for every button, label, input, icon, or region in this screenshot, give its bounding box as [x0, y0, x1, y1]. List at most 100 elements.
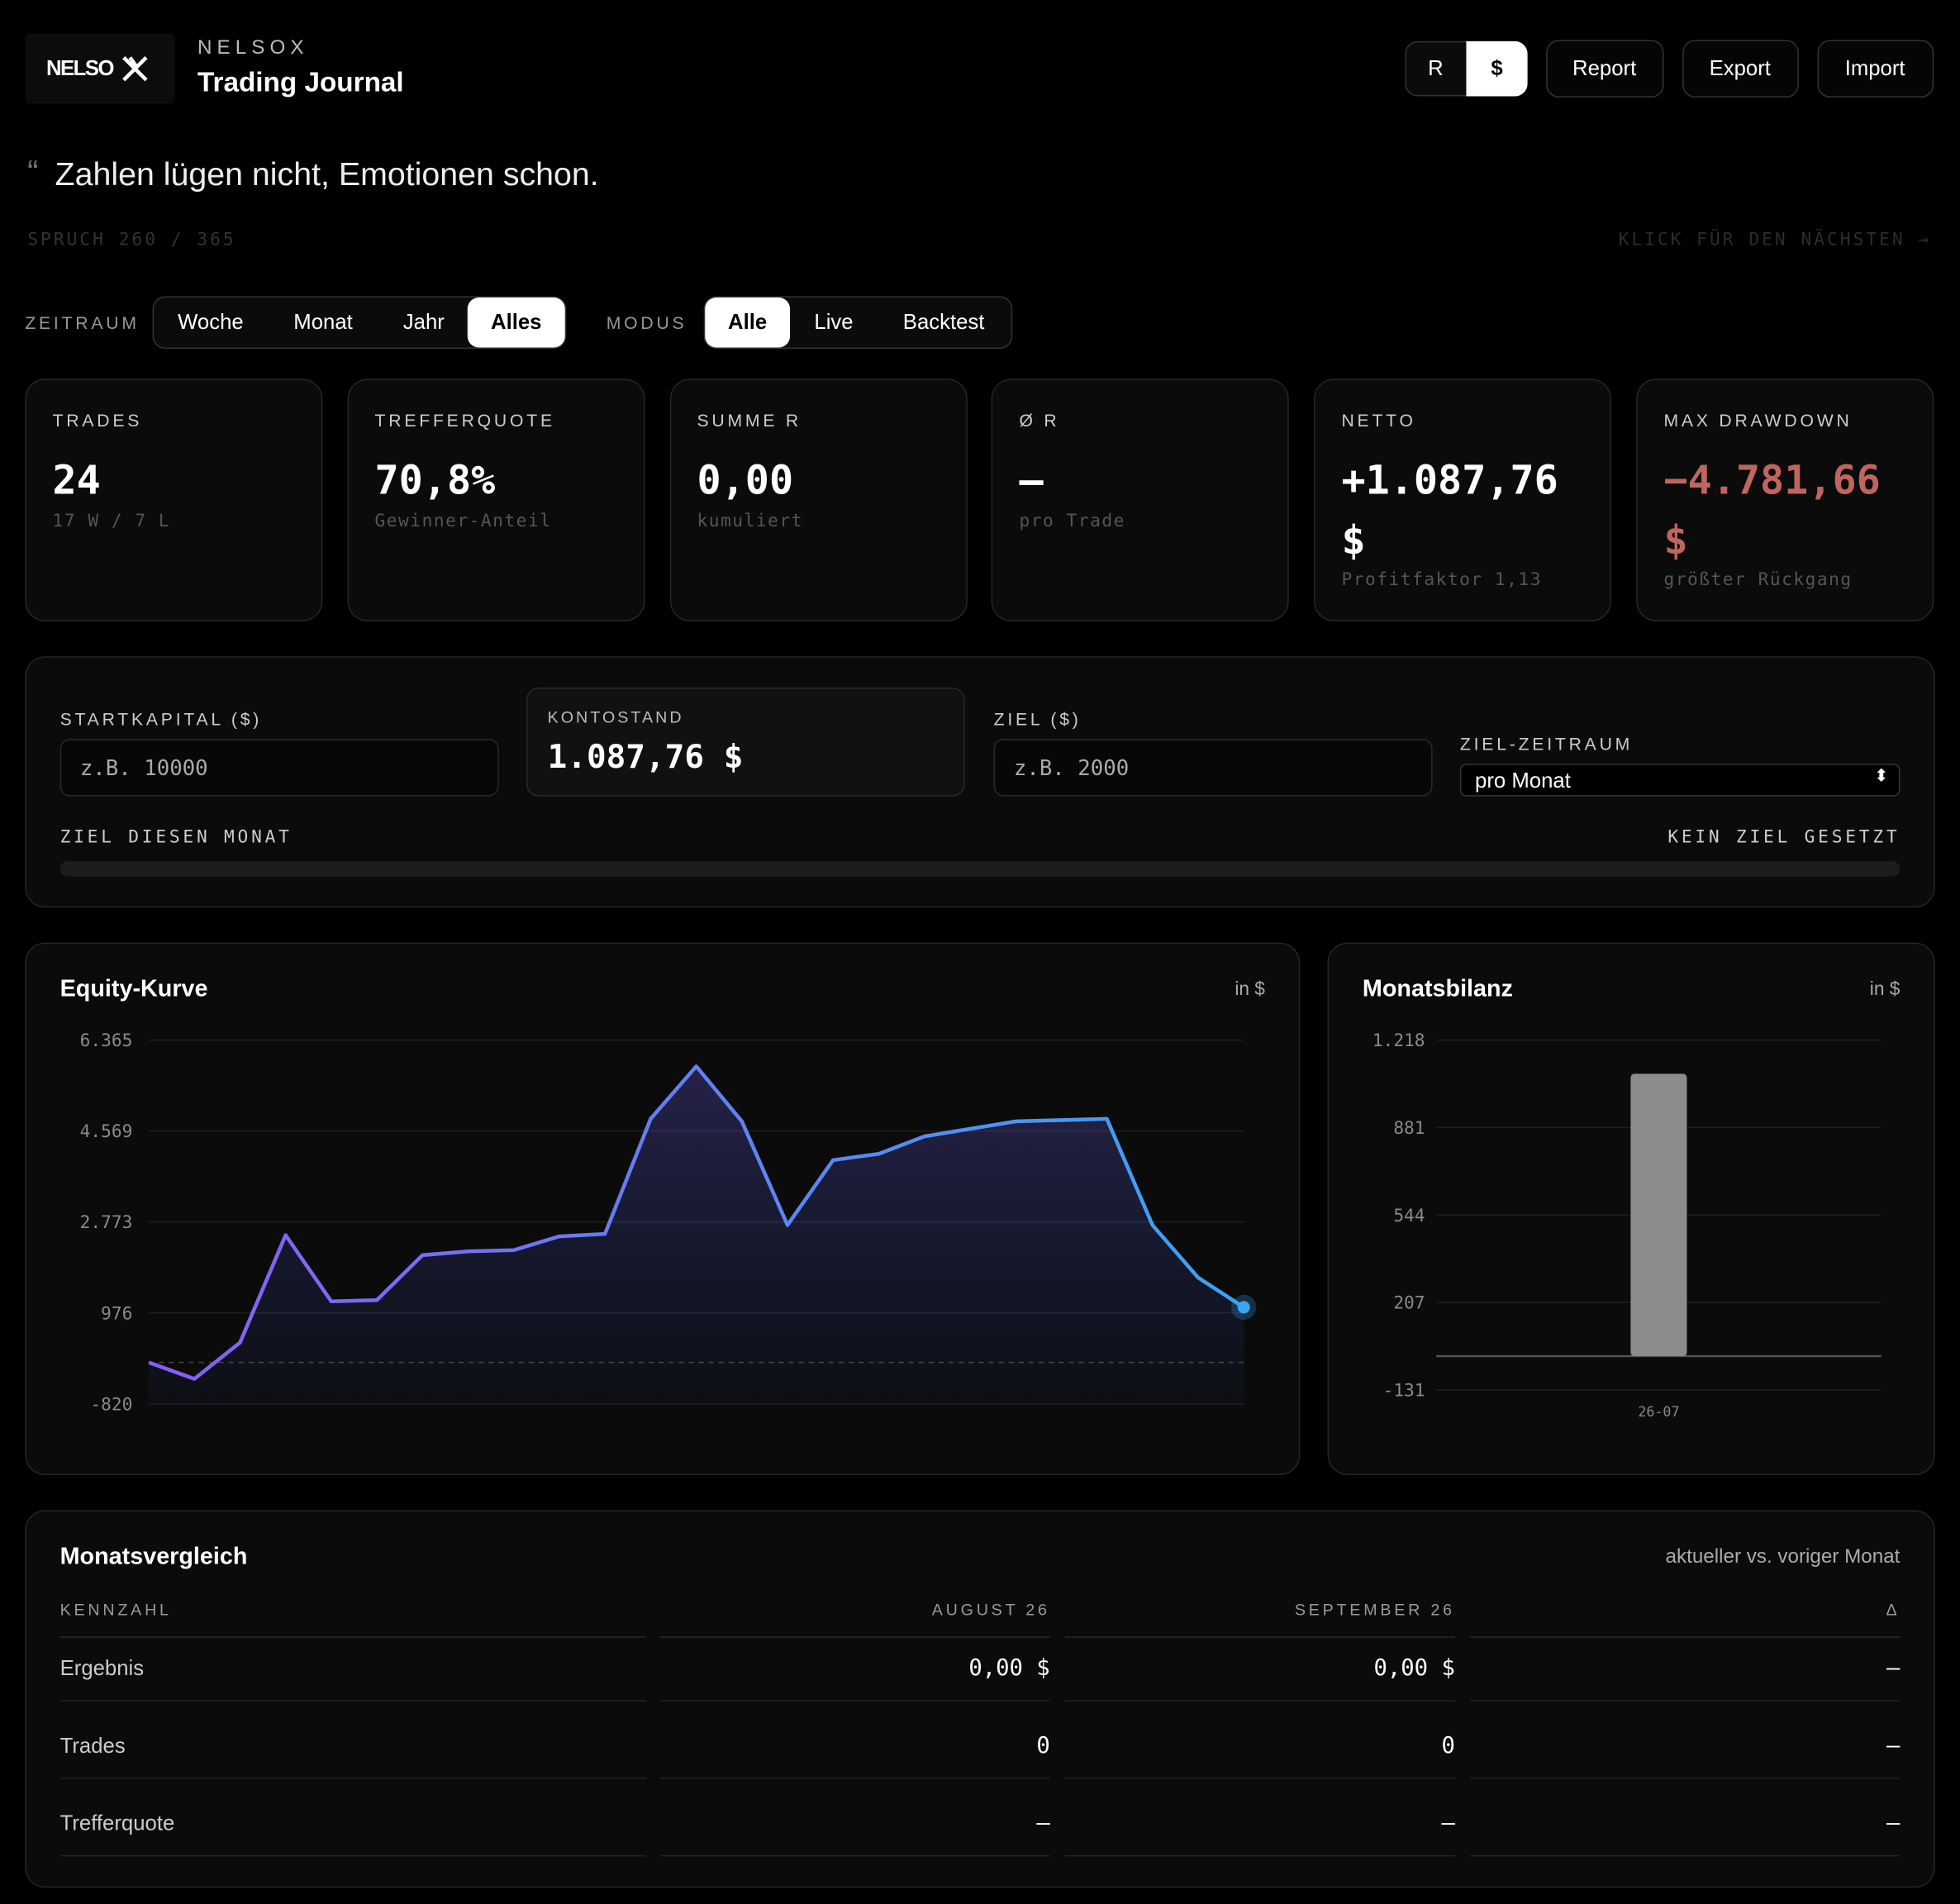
quote-text: Zahlen lügen nicht, Emotionen schon. [55, 155, 599, 193]
y-tick-label: 2.773 [80, 1211, 133, 1232]
kpi-card: Ø R — pro Trade [992, 378, 1290, 621]
segment-label[interactable]: Alle [728, 310, 768, 334]
segment[interactable]: Alle [705, 298, 791, 348]
segment-label[interactable]: Jahr [402, 310, 445, 334]
unit-option[interactable]: R [1405, 41, 1466, 97]
x-tick-label: 26-07 [1638, 1404, 1679, 1420]
segment[interactable]: Woche [155, 298, 267, 348]
chart-title: Equity-Kurve [59, 976, 208, 1003]
period-label: ZEITRAUM [25, 312, 140, 332]
row-value: 0 [1036, 1732, 1050, 1759]
action-label[interactable]: Report [1572, 56, 1637, 80]
equity-line [148, 1064, 1245, 1381]
brand: NELSOX [197, 37, 309, 60]
column-header: Δ [1886, 1600, 1901, 1620]
kpi-sub: 17 W / 7 L [52, 511, 171, 531]
start-input[interactable]: z.B. 10000 [59, 739, 499, 797]
segment[interactable]: Live [790, 298, 878, 348]
chart-unit: in $ [1869, 978, 1901, 1001]
header-rule [59, 1636, 647, 1638]
kpi-label: TRADES [52, 410, 143, 431]
segment[interactable]: Alles [467, 298, 565, 348]
action-button[interactable]: Export [1682, 40, 1799, 98]
row-rule [659, 1778, 1050, 1779]
chart-card: Equity-Kurve in $ 6.365 4.569 2.773 976 -820 [25, 942, 1301, 1476]
row-label: Ergebnis [59, 1656, 145, 1680]
kpi-label: MAX DRAWDOWN [1663, 410, 1853, 431]
header-rule [1470, 1636, 1901, 1638]
quote-next[interactable]: KLICK FÜR DEN NÄCHSTEN → [1618, 229, 1932, 250]
segment-label[interactable]: Monat [293, 310, 353, 334]
goal-period-label: ZIEL-ZEITRAUM [1459, 733, 1634, 754]
kpi-label: SUMME R [697, 410, 802, 431]
progress-track [59, 861, 1901, 877]
y-tick-label: 881 [1393, 1117, 1425, 1138]
balance-value: 1.087,76 $ [547, 739, 744, 777]
row-label: Trades [59, 1733, 126, 1758]
y-tick-label: -131 [1383, 1380, 1425, 1401]
action-label[interactable]: Import [1844, 56, 1905, 80]
row-rule [59, 1778, 647, 1779]
logo-x [122, 55, 148, 82]
column-header: AUGUST 26 [931, 1600, 1050, 1620]
row-rule [59, 1854, 647, 1857]
row-rule [1470, 1778, 1901, 1779]
goal-period-select[interactable]: pro Monat ⬍ [1459, 764, 1901, 797]
chart-plot: 6.365 4.569 2.773 976 -820 [80, 1030, 1257, 1414]
select-chevron[interactable]: ⬍ [1874, 764, 1889, 786]
unit-option-label[interactable]: $ [1491, 56, 1503, 80]
quote-mark: “ [27, 152, 39, 190]
segment-label[interactable]: Backtest [902, 310, 985, 334]
row-rule [1064, 1700, 1455, 1702]
goal-placeholder[interactable]: z.B. 2000 [1013, 756, 1130, 782]
segment[interactable]: Backtest [878, 298, 1010, 348]
row-rule [1470, 1854, 1901, 1857]
goal-input[interactable]: z.B. 2000 [993, 739, 1433, 797]
row-value: — [1886, 1655, 1901, 1682]
row-rule [59, 1700, 647, 1702]
quote-counter: SPRUCH 260 / 365 [27, 229, 236, 250]
logo-mark [122, 55, 148, 82]
kpi-sub: größter Rückgang [1663, 569, 1853, 591]
row-value: 0 [1441, 1732, 1455, 1759]
row-value: 0,00 $ [968, 1655, 1050, 1682]
mode-label: MODUS [606, 312, 687, 332]
kpi-value: −4.781,66 $ [1663, 456, 1881, 564]
chart-unit: in $ [1235, 978, 1265, 1001]
action-label[interactable]: Export [1709, 56, 1771, 80]
y-tick-label: 544 [1393, 1205, 1425, 1226]
end-point [1237, 1301, 1250, 1314]
kpi-value: 24 [52, 456, 101, 504]
y-tick-label: 4.569 [80, 1121, 133, 1141]
segment-label[interactable]: Alles [491, 310, 542, 334]
chart-title: Monatsbilanz [1362, 976, 1513, 1003]
segment[interactable]: Jahr [380, 298, 468, 348]
goal-period-value[interactable]: pro Monat [1475, 769, 1571, 793]
action-button[interactable]: Report [1546, 40, 1664, 98]
kpi-card: MAX DRAWDOWN −4.781,66 $ größter Rückgang [1636, 378, 1934, 621]
y-tick-label: 6.365 [80, 1030, 133, 1050]
kpi-value: 0,00 [697, 456, 794, 504]
row-rule [1064, 1778, 1455, 1779]
header-rule [1064, 1636, 1455, 1638]
segment[interactable]: Monat [266, 298, 380, 348]
row-value: — [1036, 1810, 1050, 1837]
equity-area [149, 1066, 1244, 1404]
kpi-value: 70,8% [374, 456, 496, 504]
y-tick-label: 207 [1393, 1292, 1425, 1313]
segment-label[interactable]: Live [814, 310, 854, 334]
unit-option-label[interactable]: R [1428, 56, 1444, 80]
comparison-card [25, 1510, 1935, 1888]
kpi-card: SUMME R 0,00 kumuliert [669, 378, 968, 621]
start-placeholder[interactable]: z.B. 10000 [79, 756, 208, 782]
unit-option[interactable]: $ [1466, 40, 1528, 97]
kpi-card: NETTO +1.087,76 $ Profitfaktor 1,13 [1314, 378, 1612, 621]
segment-label[interactable]: Woche [178, 310, 244, 334]
header-rule [659, 1636, 1050, 1638]
start-label: STARTKAPITAL ($) [59, 708, 263, 729]
row-label: Trefferquote [59, 1811, 175, 1835]
action-button[interactable]: Import [1817, 40, 1934, 98]
progress-label: ZIEL DIESEN MONAT [59, 826, 293, 848]
